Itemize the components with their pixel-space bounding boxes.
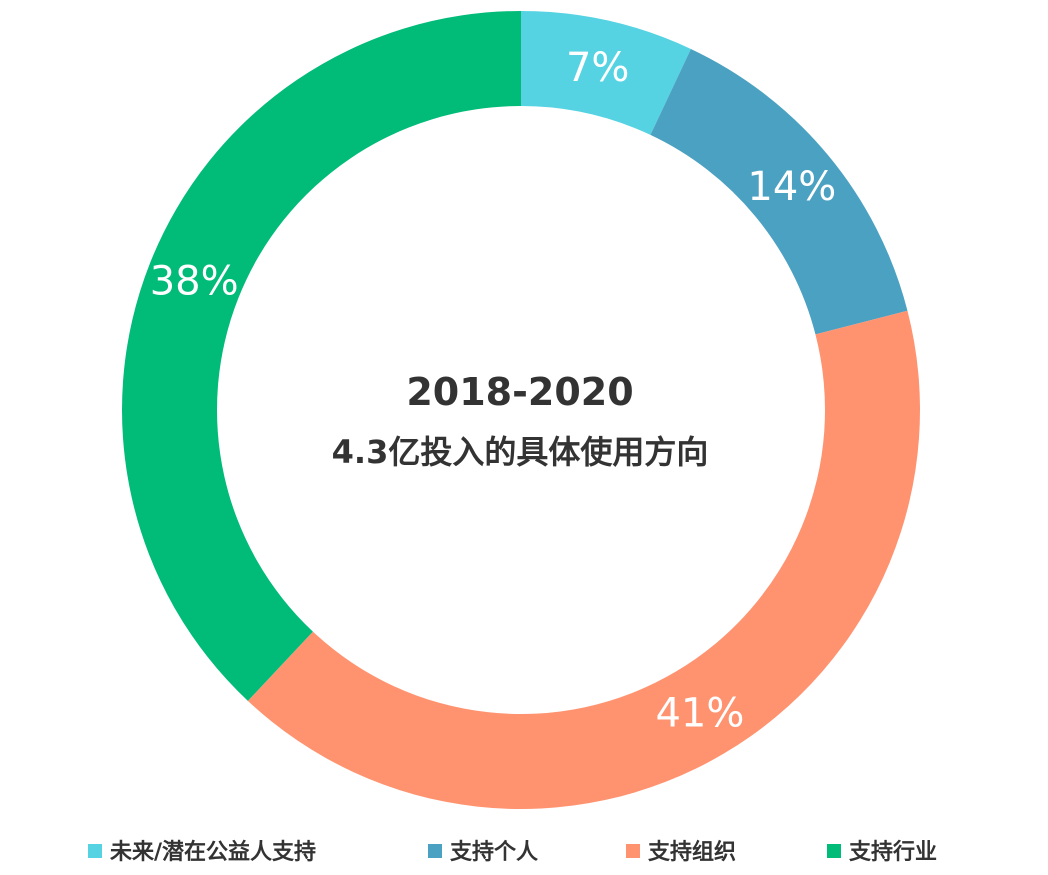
legend-item-4: 支持行业: [827, 839, 937, 865]
slice-4-percent-label: 38%: [150, 259, 239, 305]
slice-1-arc: [521, 11, 691, 135]
slice-3-percent-label: 41%: [655, 691, 744, 737]
slice-3-arc: [247, 310, 920, 809]
legend-item-2: 支持个人: [428, 840, 538, 865]
donut-slices: [122, 11, 920, 809]
legend-item-1: 未来/潜在公益人支持: [88, 839, 316, 865]
legend-label-4: 支持行业: [849, 839, 937, 865]
slice-2-percent-label: 14%: [747, 164, 836, 210]
slice-2-arc: [650, 48, 908, 335]
legend-swatch-3: [626, 844, 640, 858]
legend-label-1: 未来/潜在公益人支持: [110, 839, 316, 865]
slice-1-percent-label: 7%: [566, 45, 629, 91]
legend-swatch-1: [88, 844, 102, 858]
legend: 未来/潜在公益人支持 支持个人 支持组织 支持行业: [88, 839, 937, 865]
chart-subtitle: 4.3亿投入的具体使用方向: [332, 433, 709, 471]
chart-title: 2018-2020: [406, 370, 633, 414]
legend-item-3: 支持组织: [626, 839, 736, 865]
legend-swatch-4: [827, 844, 841, 858]
slice-labels: 7% 14% 41% 38%: [150, 45, 837, 737]
legend-label-2: 支持个人: [450, 840, 538, 865]
legend-swatch-2: [428, 844, 442, 858]
slice-4-arc: [122, 11, 522, 701]
legend-label-3: 支持组织: [648, 839, 736, 865]
